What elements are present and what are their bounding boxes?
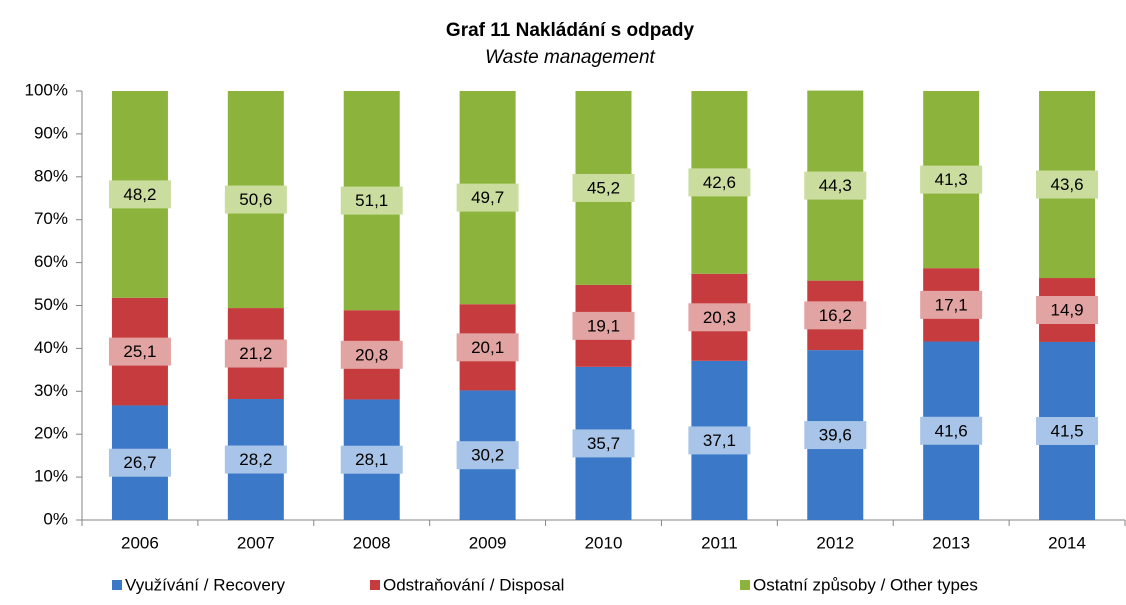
data-label-box xyxy=(340,186,403,215)
data-label: 14,9 xyxy=(1051,300,1084,319)
y-tick-label: 20% xyxy=(34,424,68,443)
y-tick-label: 80% xyxy=(34,166,68,185)
x-tick-label: 2008 xyxy=(353,533,391,552)
y-tick-label: 50% xyxy=(34,295,68,314)
x-tick-label: 2013 xyxy=(932,533,970,552)
data-label: 30,2 xyxy=(471,446,504,465)
x-tick-label: 2007 xyxy=(237,533,275,552)
data-label: 50,6 xyxy=(239,190,272,209)
data-label-box xyxy=(804,171,867,200)
legend-swatch xyxy=(370,580,380,590)
data-label: 48,2 xyxy=(123,185,156,204)
chart-title: Graf 11 Nakládání s odpady xyxy=(446,20,695,41)
data-label-box xyxy=(920,290,983,319)
x-tick-label: 2011 xyxy=(701,533,738,552)
data-label: 49,7 xyxy=(471,188,504,207)
data-label-box xyxy=(340,445,403,474)
data-label: 19,1 xyxy=(587,316,620,335)
x-tick-label: 2006 xyxy=(121,533,159,552)
data-label: 16,2 xyxy=(819,306,852,325)
data-label: 41,6 xyxy=(935,421,968,440)
data-label: 35,7 xyxy=(587,434,620,453)
y-tick-label: 70% xyxy=(34,209,68,228)
data-label: 41,3 xyxy=(935,170,968,189)
legend-swatch xyxy=(740,580,750,590)
data-label: 41,5 xyxy=(1051,421,1084,440)
data-label: 44,3 xyxy=(819,176,852,195)
data-label: 20,3 xyxy=(703,308,736,327)
data-label: 45,2 xyxy=(587,178,620,197)
data-label-box xyxy=(224,185,287,214)
y-tick-label: 10% xyxy=(34,467,68,486)
data-label-box xyxy=(688,168,751,197)
x-tick-label: 2010 xyxy=(585,533,623,552)
data-label-box xyxy=(688,426,751,455)
legend-label: Využívání / Recovery xyxy=(125,575,285,594)
y-tick-label: 100% xyxy=(25,80,68,99)
data-label-box xyxy=(108,337,171,366)
data-label: 39,6 xyxy=(819,426,852,445)
y-tick-label: 90% xyxy=(34,123,68,142)
data-label: 25,1 xyxy=(123,342,156,361)
data-label-box xyxy=(572,429,635,458)
data-label-box xyxy=(688,303,751,332)
x-tick-label: 2012 xyxy=(816,533,854,552)
data-label-box xyxy=(224,339,287,368)
y-tick-label: 0% xyxy=(43,509,68,528)
data-label-box xyxy=(920,416,983,445)
data-label-box xyxy=(456,183,519,212)
data-label: 21,2 xyxy=(239,344,272,363)
legend-label: Odstraňování / Disposal xyxy=(383,575,564,594)
data-label: 51,1 xyxy=(355,191,388,210)
data-label-box xyxy=(804,421,867,450)
data-label-box xyxy=(340,340,403,369)
legend-label: Ostatní způsoby / Other types xyxy=(753,575,978,594)
data-label-box xyxy=(572,173,635,202)
data-label-box xyxy=(1036,416,1099,445)
x-tick-label: 2014 xyxy=(1048,533,1086,552)
data-label-box xyxy=(456,333,519,362)
data-label: 17,1 xyxy=(935,295,968,314)
chart-subtitle: Waste management xyxy=(485,47,655,68)
data-label-box xyxy=(572,311,635,340)
data-label-box xyxy=(456,441,519,470)
data-label: 20,1 xyxy=(471,338,504,357)
data-label-box xyxy=(108,180,171,209)
data-label-box xyxy=(1036,170,1099,199)
data-label: 26,7 xyxy=(123,453,156,472)
data-label-box xyxy=(920,165,983,194)
y-tick-label: 30% xyxy=(34,381,68,400)
data-label-box xyxy=(108,448,171,477)
x-tick-label: 2009 xyxy=(469,533,507,552)
data-label: 28,1 xyxy=(355,450,388,469)
y-tick-label: 60% xyxy=(34,252,68,271)
data-label: 20,8 xyxy=(355,345,388,364)
legend-swatch xyxy=(112,580,122,590)
data-label: 28,2 xyxy=(239,450,272,469)
data-label-box xyxy=(804,301,867,330)
data-label: 43,6 xyxy=(1051,175,1084,194)
data-label: 42,6 xyxy=(703,173,736,192)
y-tick-label: 40% xyxy=(34,338,68,357)
data-label: 37,1 xyxy=(703,431,736,450)
data-label-box xyxy=(224,445,287,474)
data-label-box xyxy=(1036,296,1099,325)
